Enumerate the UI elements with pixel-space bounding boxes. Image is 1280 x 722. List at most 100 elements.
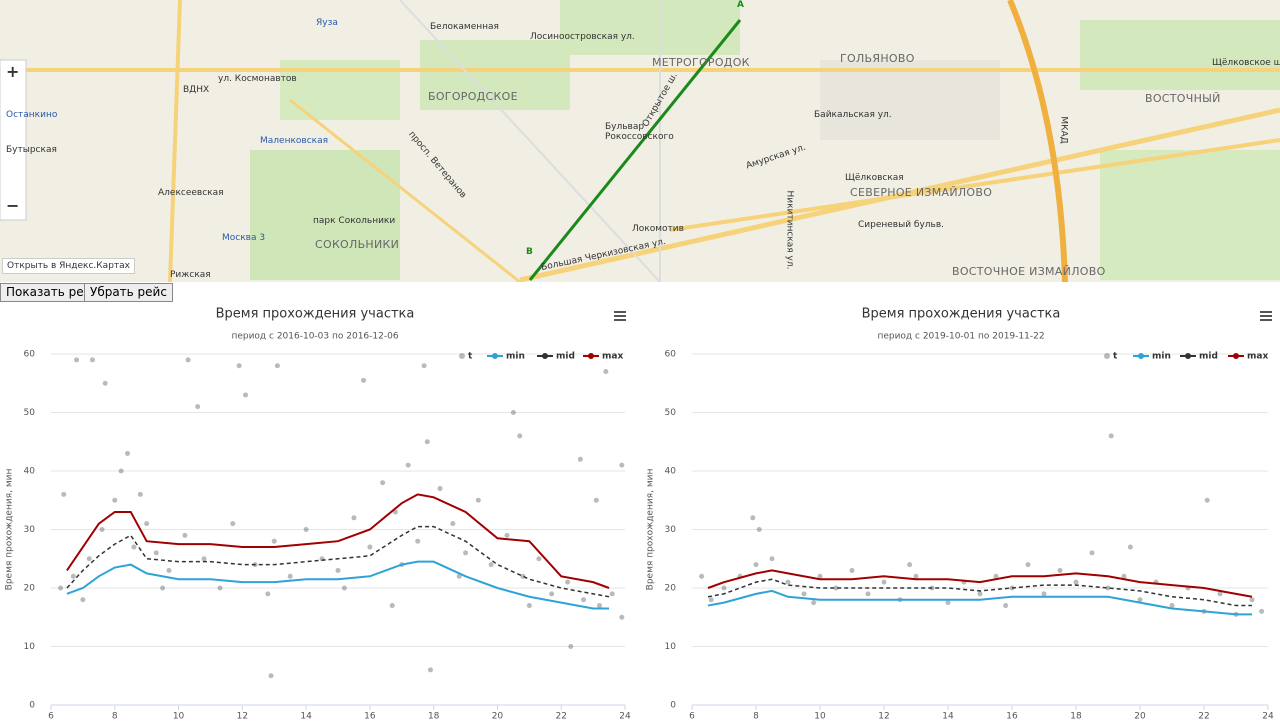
legend-label[interactable]: min bbox=[1152, 352, 1171, 362]
scatter-point bbox=[1204, 497, 1210, 503]
y-tick-label: 10 bbox=[665, 642, 677, 652]
series-line bbox=[66, 560, 610, 610]
legend-label[interactable]: t bbox=[468, 352, 473, 362]
scatter-point bbox=[230, 521, 236, 527]
y-tick-label: 0 bbox=[670, 701, 676, 711]
scatter-point bbox=[1003, 603, 1009, 609]
map-label: Лосиноостровская ул. bbox=[530, 32, 635, 42]
scatter-point bbox=[1105, 585, 1111, 591]
scatter-point bbox=[380, 480, 386, 486]
scatter-point bbox=[817, 573, 823, 579]
open-link[interactable]: Открыть в Яндекс.Картах bbox=[2, 258, 135, 274]
legend-label[interactable]: min bbox=[506, 352, 525, 362]
marker-b[interactable]: B bbox=[526, 247, 533, 257]
map-label: ул. Космонавтов bbox=[218, 74, 297, 84]
scatter-point bbox=[1217, 591, 1223, 597]
zoom-out[interactable]: − bbox=[6, 196, 20, 215]
scatter-point bbox=[361, 377, 367, 383]
chart-subtitle: период с 2016-10-03 по 2016-12-06 bbox=[231, 332, 398, 342]
menu-button[interactable] bbox=[1260, 311, 1272, 321]
map-label: Байкальская ул. bbox=[814, 110, 892, 120]
x-tick-label: 16 bbox=[1006, 712, 1018, 722]
scatter-point bbox=[510, 410, 516, 415]
scatter-point bbox=[488, 562, 494, 568]
map-label: ВОСТОЧНОЕ ИЗМАЙЛОВО bbox=[952, 265, 1106, 278]
scatter-point bbox=[907, 562, 913, 568]
map-label: ВДНХ bbox=[183, 85, 210, 95]
scatter-point bbox=[265, 591, 271, 597]
chart-subtitle: период с 2019-10-01 по 2019-11-22 bbox=[877, 332, 1044, 342]
map[interactable]: Белокаменная Лосиноостровская ул. МЕТРОГ… bbox=[0, 0, 1280, 282]
map-label: Щёлковское ш. bbox=[1212, 58, 1280, 68]
scatter-point bbox=[577, 456, 583, 462]
scatter-point bbox=[708, 597, 714, 603]
x-tick-label: 10 bbox=[814, 712, 826, 722]
map-label: МЕТРОГОРОДОК bbox=[652, 56, 750, 69]
zoom-in[interactable]: + bbox=[6, 62, 20, 81]
map-label: Белокаменная bbox=[430, 22, 499, 32]
scatter-point bbox=[609, 591, 615, 597]
scatter-point bbox=[61, 491, 67, 497]
legend-marker bbox=[1233, 353, 1239, 359]
scatter-point bbox=[475, 497, 481, 503]
scatter-point bbox=[405, 462, 411, 468]
scatter-point bbox=[526, 603, 532, 609]
scatter-point bbox=[201, 556, 207, 562]
y-tick-label: 30 bbox=[24, 525, 36, 535]
scatter-point bbox=[341, 585, 347, 591]
scatter-point bbox=[619, 614, 625, 620]
x-tick-label: 24 bbox=[1262, 712, 1274, 722]
scatter-point bbox=[287, 573, 293, 579]
scatter-point bbox=[424, 439, 430, 445]
legend-label[interactable]: max bbox=[1247, 352, 1268, 362]
scatter-point bbox=[118, 468, 124, 474]
scatter-point bbox=[603, 369, 609, 375]
legend-label[interactable]: mid bbox=[556, 352, 575, 362]
chart-title: Время прохождения участка bbox=[862, 307, 1061, 322]
marker-a[interactable]: A bbox=[737, 0, 744, 10]
scatter-point bbox=[1073, 579, 1079, 585]
y-tick-label: 60 bbox=[665, 350, 677, 360]
scatter-point bbox=[849, 567, 855, 573]
scatter-point bbox=[437, 486, 443, 492]
legend-label[interactable]: max bbox=[602, 352, 623, 362]
scatter-point bbox=[389, 603, 395, 609]
scatter-point bbox=[415, 538, 421, 544]
y-tick-label: 50 bbox=[24, 408, 36, 418]
x-tick-label: 18 bbox=[1070, 712, 1082, 722]
map-label: ГОЛЬЯНОВО bbox=[840, 52, 915, 65]
scatter-point bbox=[153, 550, 159, 556]
scatter-point bbox=[1025, 562, 1031, 568]
scatter-point bbox=[549, 591, 555, 597]
button[interactable]: Убрать рейс bbox=[84, 283, 173, 302]
x-tick-label: 6 bbox=[689, 712, 695, 722]
legend-marker bbox=[588, 353, 594, 359]
y-tick-label: 0 bbox=[29, 701, 35, 711]
map-label: Бутырская bbox=[6, 145, 57, 155]
scatter-point bbox=[565, 579, 571, 585]
scatter-point bbox=[351, 515, 357, 521]
x-tick-label: 16 bbox=[364, 712, 376, 722]
scatter-point bbox=[517, 433, 523, 439]
scatter-point bbox=[596, 603, 602, 609]
map-label: Рижская bbox=[170, 270, 211, 280]
y-tick-label: 30 bbox=[665, 525, 677, 535]
menu-button[interactable] bbox=[614, 311, 626, 321]
scatter-point bbox=[421, 363, 427, 369]
scatter-point bbox=[125, 450, 131, 456]
map-label: Локомотив bbox=[632, 224, 684, 234]
legend-label[interactable]: t bbox=[1113, 352, 1118, 362]
map-label: Сиреневый бульв. bbox=[858, 220, 945, 230]
button[interactable]: Показать рейс bbox=[0, 283, 104, 302]
map-label: МКАД bbox=[1058, 116, 1069, 144]
y-axis-label: Время прохождения, мин bbox=[5, 469, 15, 591]
scatter-point bbox=[536, 556, 542, 562]
scatter-point bbox=[504, 532, 510, 538]
legend-marker bbox=[1104, 353, 1110, 359]
x-tick-label: 8 bbox=[753, 712, 759, 722]
scatter-point bbox=[450, 521, 456, 527]
legend-label[interactable]: mid bbox=[1199, 352, 1218, 362]
x-tick-label: 22 bbox=[555, 712, 566, 722]
scatter-point bbox=[769, 556, 775, 562]
